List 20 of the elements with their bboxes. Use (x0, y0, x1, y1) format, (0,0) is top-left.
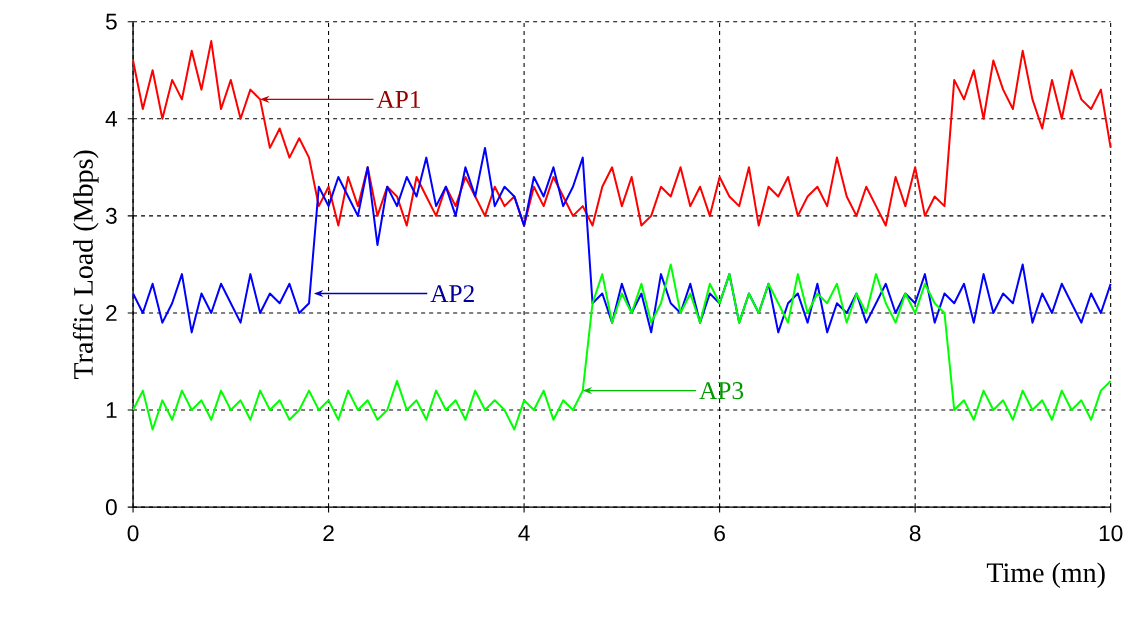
x-tick-label: 10 (1099, 525, 1123, 542)
x-tick-label: 0 (127, 525, 139, 542)
x-axis-title: Time (mn) (986, 562, 1105, 588)
y-tick-label: 4 (105, 110, 117, 127)
annotation: AP1 (376, 90, 420, 108)
y-tick-label: 2 (106, 304, 117, 321)
x-tick-label: 8 (909, 525, 921, 542)
x-tick-label: 2 (323, 525, 334, 541)
x-tick-label: 4 (518, 525, 530, 541)
annotation: AP2 (430, 285, 474, 302)
y-axis-title: Traffic Load (Mbps) (72, 150, 99, 379)
y-tick-label: 1 (106, 402, 117, 418)
x-tick-label: 6 (714, 525, 725, 542)
y-tick-label: 0 (105, 499, 117, 516)
line-series (132, 146, 1112, 334)
y-tick-label: 3 (105, 207, 117, 224)
line-series (132, 263, 1112, 431)
y-tick-label: 5 (105, 13, 117, 30)
annotation: AP3 (699, 382, 744, 400)
line-series (132, 40, 1112, 227)
